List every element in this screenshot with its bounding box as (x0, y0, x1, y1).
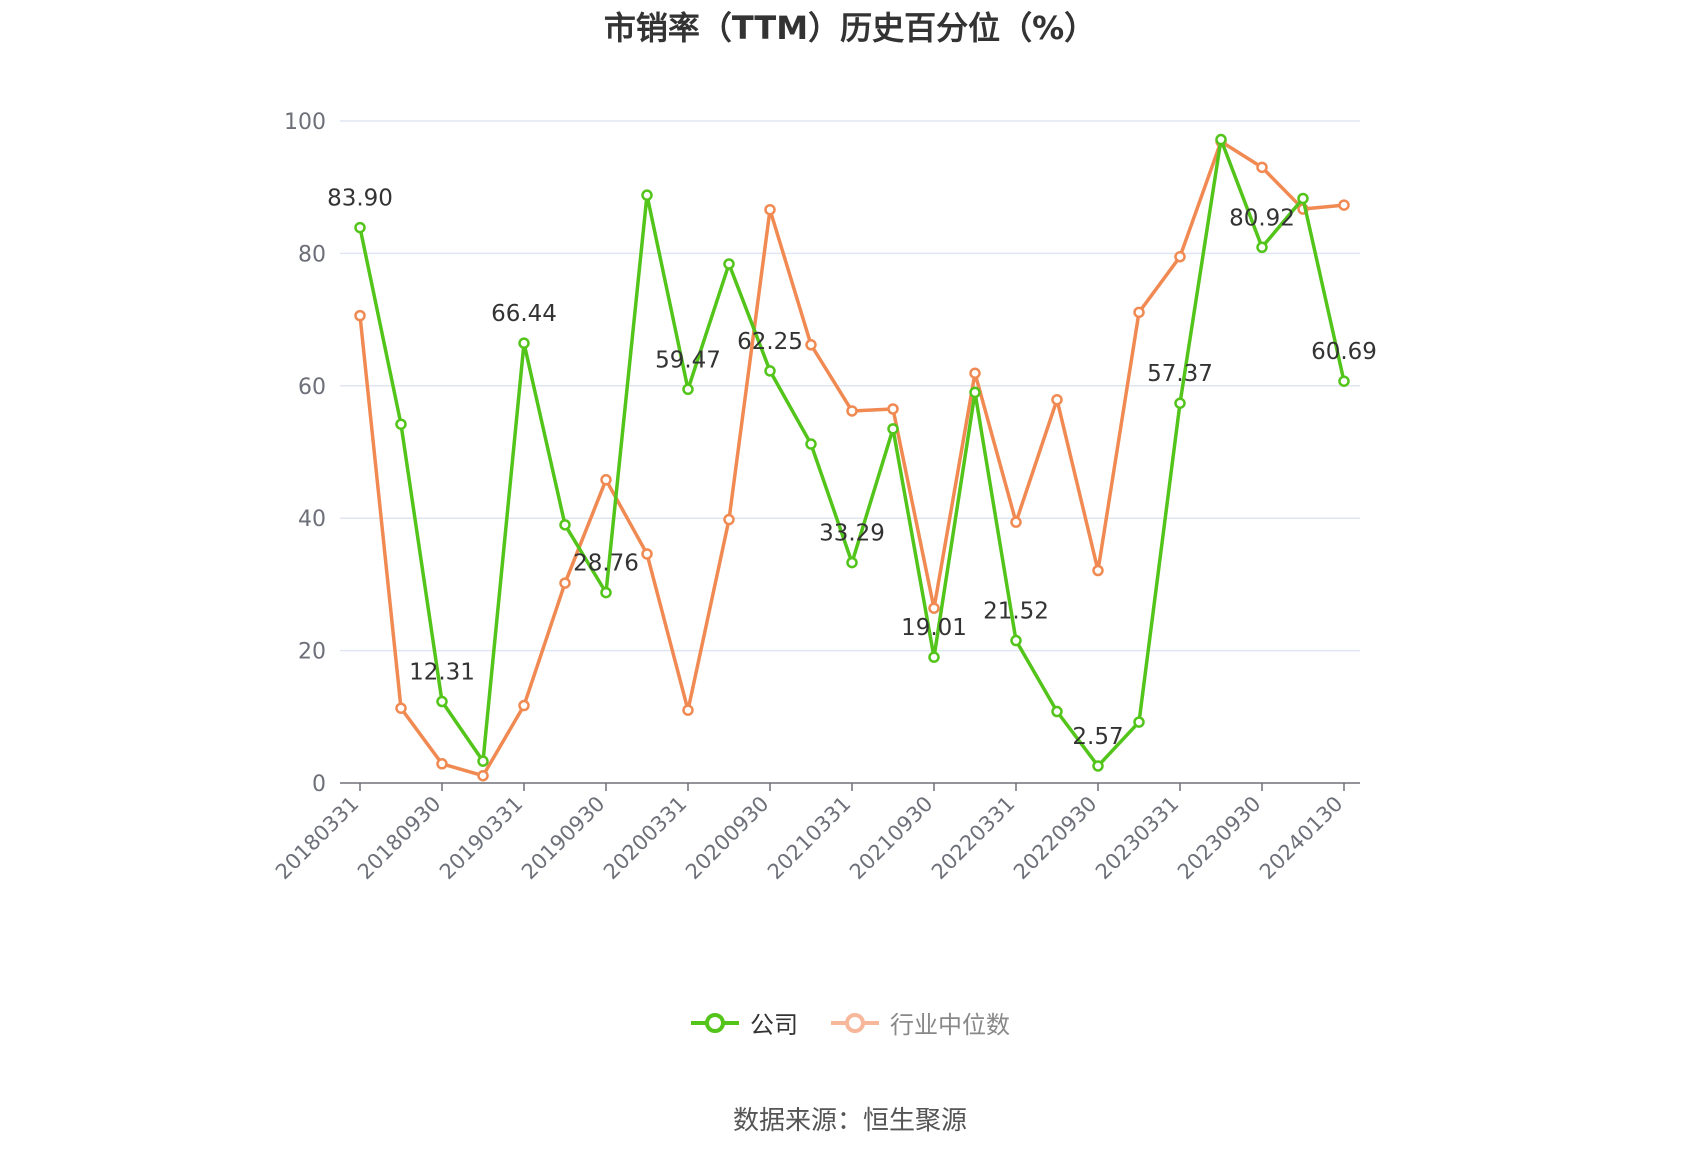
data-point-company (395, 418, 407, 430)
data-label: 83.90 (327, 186, 393, 212)
legend-item-company[interactable]: 公司 (690, 1005, 798, 1040)
data-point-industry (846, 405, 858, 417)
data-point-company (723, 258, 735, 270)
data-point-company (764, 365, 776, 377)
data-point-industry (764, 203, 776, 216)
data-point-industry (559, 577, 571, 589)
x-tick-label: 20200331 (599, 792, 692, 885)
x-tick-label: 20210930 (845, 792, 938, 885)
data-label: 62.25 (737, 329, 803, 355)
y-tick-label: 40 (298, 507, 326, 532)
x-tick-label: 20240130 (1255, 792, 1348, 885)
data-point-industry (887, 403, 899, 415)
legend-marker-industry (831, 1012, 879, 1033)
data-point-company (436, 695, 448, 708)
data-point-industry (682, 704, 694, 716)
data-point-company (1092, 760, 1104, 772)
data-label: 21.52 (983, 599, 1049, 625)
x-tick-label: 20190331 (435, 792, 528, 885)
data-point-company (1010, 634, 1022, 647)
data-point-company (969, 386, 981, 399)
legend-label-industry: 行业中位数 (890, 1011, 1010, 1039)
data-labels: 83.90 12.31 66.44 28.76 59.47 62.25 33.29 19.01… (327, 186, 1377, 750)
data-label: 19.01 (901, 615, 967, 641)
x-tick-label: 20230930 (1173, 792, 1266, 885)
data-point-industry (723, 513, 735, 526)
data-point-industry (1256, 161, 1268, 174)
data-point-industry (395, 702, 407, 714)
data-point-company (1297, 192, 1309, 205)
x-tick-label: 20220930 (1009, 792, 1102, 885)
data-point-company (477, 755, 489, 767)
data-label: 33.29 (819, 521, 885, 547)
data-point-company (928, 651, 940, 663)
series-line-industry (358, 139, 1345, 778)
y-tick-label: 60 (298, 375, 326, 400)
y-tick-label: 20 (298, 640, 326, 665)
data-point-company (559, 519, 571, 531)
x-tick-label: 20180331 (271, 792, 364, 885)
data-label: 66.44 (491, 301, 557, 327)
data-point-industry (1010, 516, 1022, 528)
x-tick-label: 20200930 (681, 792, 774, 885)
data-point-company (805, 438, 817, 450)
series-lines (354, 133, 1350, 782)
data-point-company (1256, 241, 1268, 254)
y-tick-label: 100 (284, 110, 326, 135)
data-point-industry (477, 769, 489, 782)
series-line-company (358, 137, 1346, 768)
data-point-company (354, 221, 366, 234)
data-label: 60.69 (1311, 339, 1377, 365)
data-label: 28.76 (573, 551, 639, 577)
legend: 公司 行业中位数 (0, 1005, 1700, 1040)
legend-label-company: 公司 (750, 1011, 798, 1039)
data-label: 80.92 (1229, 205, 1295, 231)
data-point-industry (436, 758, 448, 770)
x-tick-label: 20230331 (1091, 792, 1184, 885)
data-point-company (641, 189, 653, 201)
data-source: 数据来源：恒生聚源 (732, 1106, 967, 1136)
data-point-industry (641, 548, 653, 560)
line-chart: 0 20 40 60 80 100 2018033120180930201903312019… (271, 110, 1377, 884)
data-point-industry (1092, 564, 1104, 577)
data-point-company (846, 556, 858, 569)
data-point-company (1174, 397, 1186, 409)
x-tick-label: 20220331 (927, 792, 1020, 885)
data-point-industry (805, 339, 817, 351)
data-label: 12.31 (409, 660, 475, 686)
data-point-industry (969, 367, 981, 379)
data-point-company (1051, 705, 1063, 718)
grid-lines (340, 120, 1360, 652)
y-tick-label: 0 (312, 772, 326, 797)
data-point-company (887, 423, 899, 435)
data-point-industry (1133, 306, 1145, 319)
legend-item-industry[interactable]: 行业中位数 (830, 1005, 1010, 1040)
data-label: 59.47 (655, 347, 721, 373)
data-point-industry (1338, 199, 1350, 211)
x-tick-label: 20210331 (763, 792, 856, 885)
data-point-industry (518, 699, 530, 712)
data-point-company (1338, 375, 1350, 387)
data-point-company (518, 337, 530, 349)
data-point-company (1215, 133, 1227, 146)
data-point-industry (600, 474, 612, 486)
data-point-industry (1174, 250, 1186, 263)
legend-marker-company (691, 1012, 739, 1033)
x-tick-label: 20180930 (353, 792, 446, 885)
x-tick-label: 20190930 (517, 792, 610, 885)
data-label: 2.57 (1072, 724, 1123, 750)
data-point-industry (1051, 393, 1063, 406)
data-point-company (1133, 716, 1145, 728)
data-point-industry (928, 602, 940, 614)
data-label: 57.37 (1147, 361, 1213, 387)
data-point-industry (354, 309, 366, 322)
data-point-company (682, 383, 694, 396)
y-tick-label: 80 (298, 242, 326, 267)
axes: 0 20 40 60 80 100 2018033120180930201903312019… (271, 110, 1360, 884)
chart-title: 市销率（TTM）历史百分位（%） (603, 9, 1097, 47)
data-point-company (600, 586, 612, 599)
